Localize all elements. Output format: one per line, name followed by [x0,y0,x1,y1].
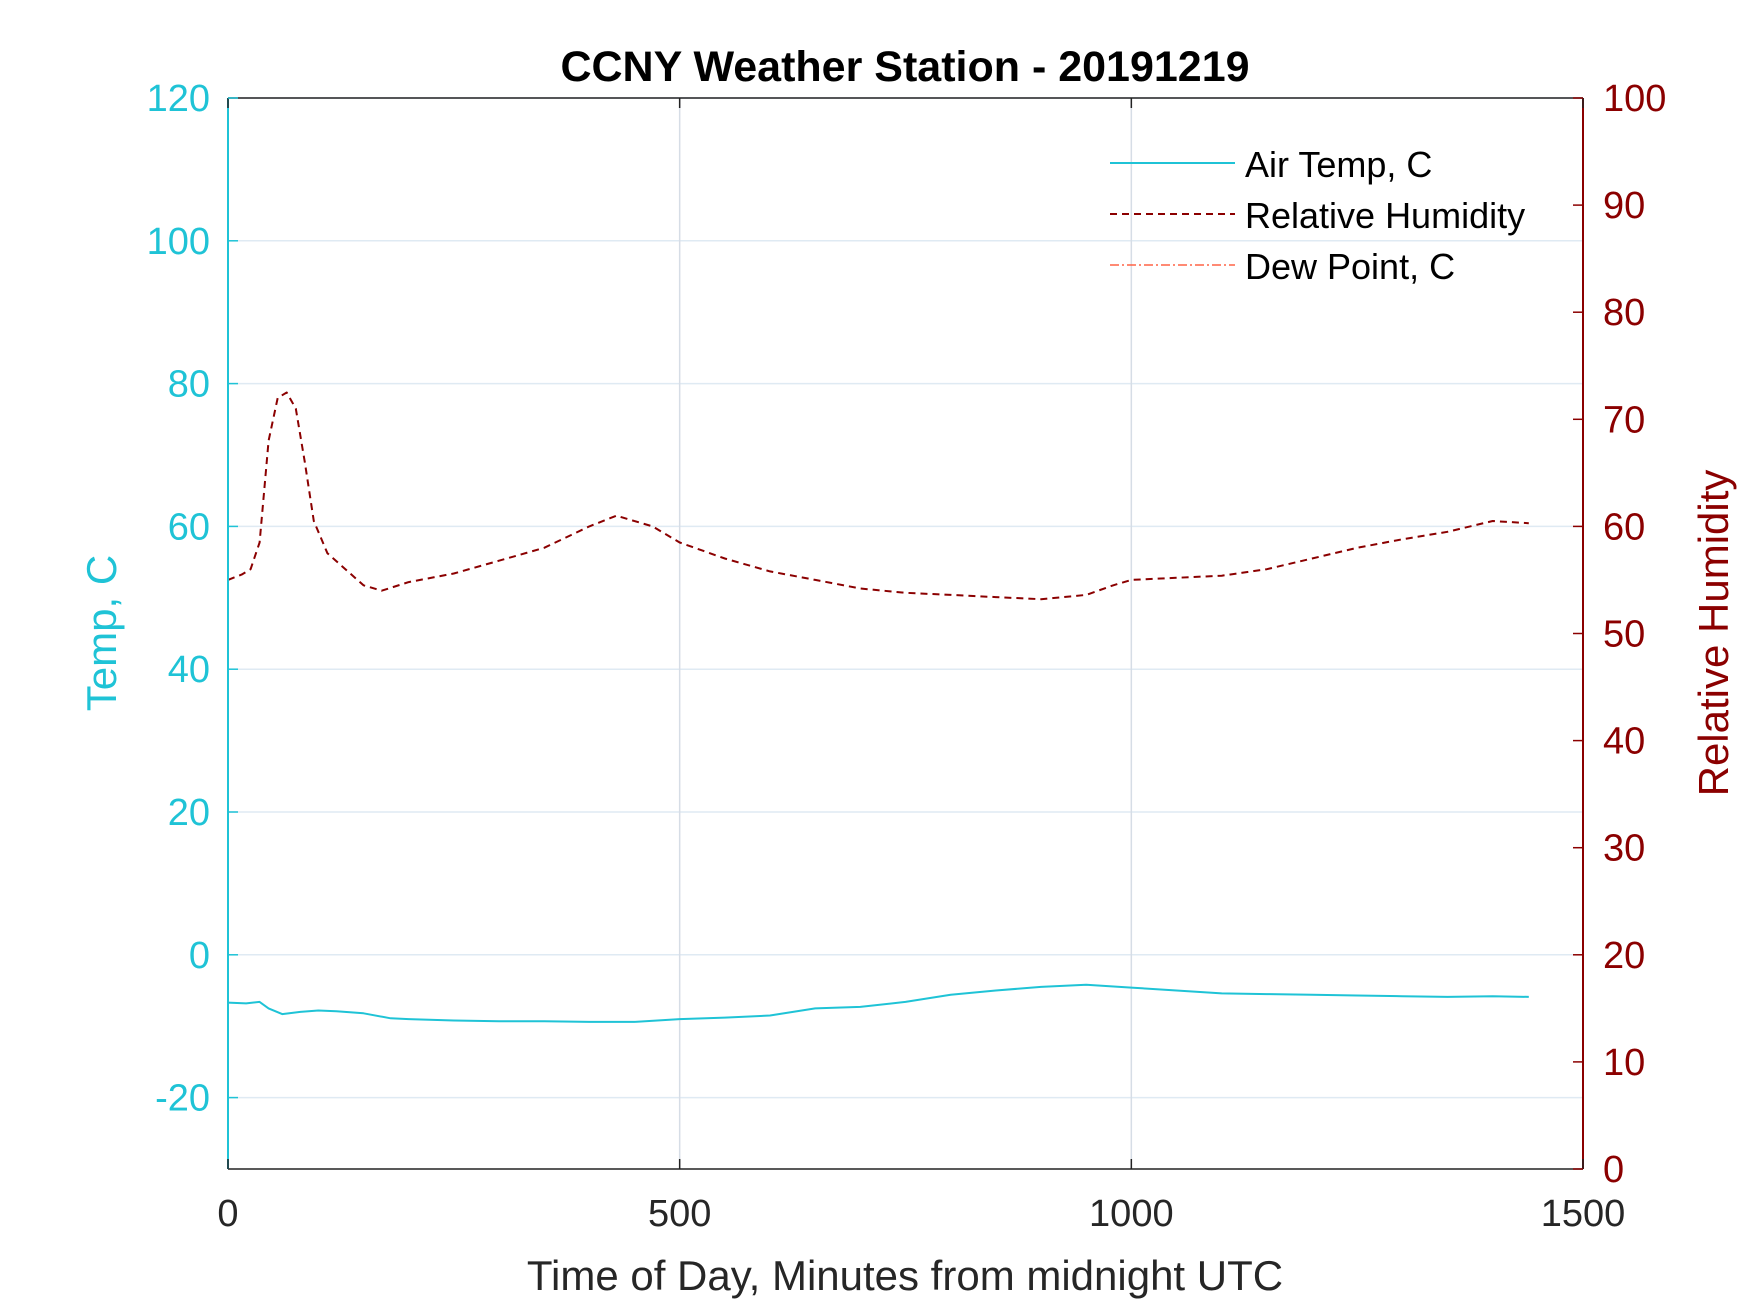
right-y-tick-label: 100 [1603,78,1666,120]
right-y-tick-label: 60 [1603,506,1645,548]
left-y-tick-label: 80 [168,364,210,406]
left-y-tick-label: 0 [189,935,210,977]
right-y-tick-label: 80 [1603,292,1645,334]
right-y-tick-label: 20 [1603,935,1645,977]
right-y-axis-label: Relative Humidity [1690,470,1737,797]
right-y-tick-label: 90 [1603,185,1645,227]
series-layer [227,391,1529,1023]
chart-title: CCNY Weather Station - 20191219 [560,43,1249,91]
x-tick-label: 500 [648,1193,711,1235]
left-y-tick-label: -20 [155,1078,210,1120]
right-y-tick-label: 10 [1603,1042,1645,1084]
legend: Air Temp, C Relative Humidity Dew Point,… [1110,144,1525,287]
series-line-relative-humidity [227,391,1529,601]
left-y-tick-label: 120 [147,78,210,120]
legend-label-dew-point: Dew Point, C [1245,246,1455,287]
plot-area [228,98,1583,1169]
left-y-axis-label: Temp, C [78,555,125,711]
right-y-tick-label: 50 [1603,614,1645,656]
right-y-tick-label: 0 [1603,1149,1624,1191]
x-tick-label: 0 [217,1193,238,1235]
left-y-tick-label: 60 [168,506,210,548]
right-y-tick-label: 40 [1603,721,1645,763]
x-tick-label: 1500 [1541,1193,1626,1235]
x-tick-label: 1000 [1089,1193,1174,1235]
legend-label-air-temp: Air Temp, C [1245,144,1432,185]
right-y-tick-label: 70 [1603,399,1645,441]
x-axis-label: Time of Day, Minutes from midnight UTC [527,1252,1283,1299]
left-y-tick-label: 40 [168,649,210,691]
left-y-tick-label: 100 [147,221,210,263]
left-y-tick-label: 20 [168,792,210,834]
tick-layer: 0 500 1000 1500 -20 0 20 40 60 80 100 120 0 10 20 30 40 5… [147,78,1667,1235]
series-line-air-temp-c [227,983,1529,1023]
legend-label-relative-humidity: Relative Humidity [1245,195,1525,236]
right-y-tick-label: 30 [1603,828,1645,870]
